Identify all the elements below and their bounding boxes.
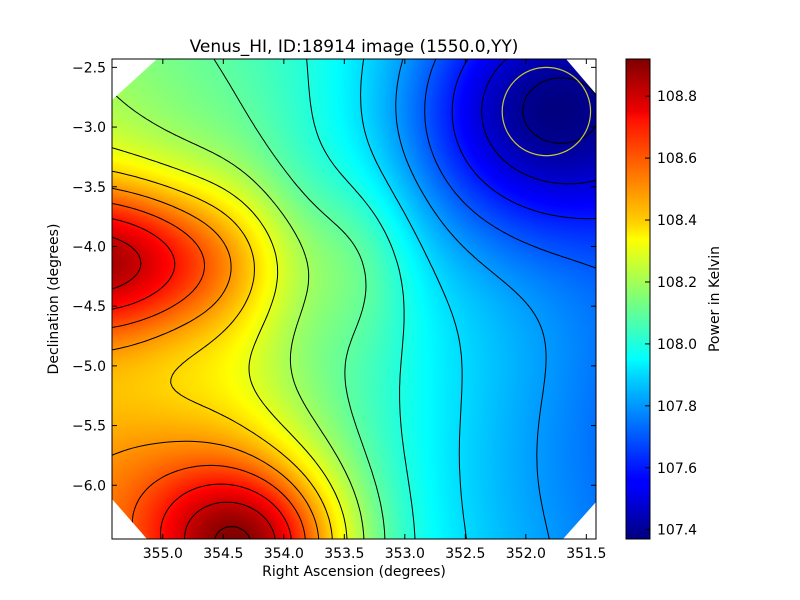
contour-line	[214, 526, 251, 539]
contour-line	[112, 218, 292, 539]
y-axis-label: Declination (degrees)	[46, 224, 62, 375]
y-tick-label: −2.5	[72, 60, 106, 76]
colorbar-tick-label: 107.8	[657, 399, 697, 415]
contour-line	[424, 59, 596, 269]
x-tick-label: 354.5	[203, 546, 243, 562]
colorbar	[625, 58, 651, 540]
colorbar-ticks: 107.4 107.6 107.8 108.0 108.2 108.4 108.6 108.8	[645, 89, 697, 539]
y-tick-label: −4.5	[72, 299, 106, 315]
contour-line	[112, 187, 320, 539]
x-tick-label: 353.5	[324, 546, 364, 562]
beam-circle	[501, 66, 592, 157]
contour-line	[112, 203, 306, 539]
x-axis-label: Right Ascension (degrees)	[262, 564, 446, 580]
colorbar-tick-label: 108.2	[657, 275, 697, 291]
contour-line	[481, 59, 596, 185]
x-tick-label: 354.0	[264, 546, 304, 562]
y-tick-label: −5.5	[72, 419, 106, 435]
contour-line	[112, 236, 276, 539]
colorbar-tick-label: 108.8	[657, 89, 697, 105]
colorbar-tick-label: 108.0	[657, 337, 697, 353]
contour-line	[306, 59, 416, 539]
heatmap-image	[112, 59, 596, 539]
y-tick-label: −4.0	[72, 239, 106, 255]
colorbar-tick-label: 108.4	[657, 213, 697, 229]
contour-line	[395, 59, 550, 539]
contour-line	[112, 170, 333, 539]
x-axis-ticks: 355.0 354.5 354.0 353.5 353.0 352.5 352.0 351.5	[143, 59, 606, 562]
contour-line	[360, 59, 467, 539]
contour-line	[451, 59, 596, 220]
plot-area	[112, 59, 596, 539]
y-axis-ticks: −2.5 −3.0 −3.5 −4.0 −4.5 −5.0 −5.5 −6.0	[72, 60, 596, 494]
colorbar-tick-label: 108.6	[657, 151, 697, 167]
contour-line	[213, 59, 386, 539]
y-tick-label: −3.5	[72, 180, 106, 196]
colorbar-label: Power in Kelvin	[707, 246, 723, 352]
colorbar-tick-label: 107.4	[657, 523, 697, 539]
chart-title: Venus_HI, ID:18914 image (1550.0,YY)	[190, 37, 519, 57]
contour-line	[112, 147, 348, 539]
x-tick-label: 353.0	[385, 546, 425, 562]
colorbar-tick-label: 107.6	[657, 461, 697, 477]
contour-lines	[112, 59, 596, 539]
x-tick-label: 352.0	[506, 546, 546, 562]
plot-frame	[111, 58, 597, 540]
y-tick-label: −3.0	[72, 120, 106, 136]
x-tick-label: 352.5	[445, 546, 485, 562]
x-tick-label: 355.0	[143, 546, 183, 562]
x-tick-label: 351.5	[566, 546, 606, 562]
y-tick-label: −5.0	[72, 359, 106, 375]
y-tick-label: −6.0	[72, 478, 106, 494]
